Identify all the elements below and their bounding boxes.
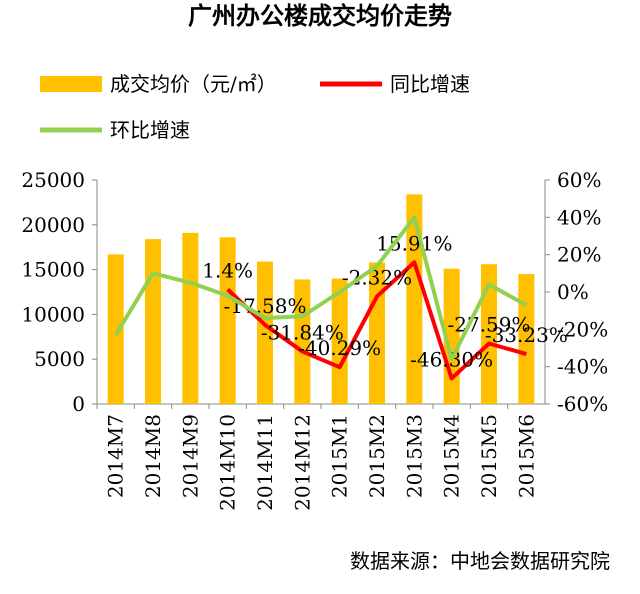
x-tick-label: 2015M2 [365,414,389,498]
bar [257,261,273,404]
y2-tick-label: -20% [557,317,608,341]
data-label: -2.32% [342,265,412,289]
x-tick-label: 2014M8 [141,414,165,498]
bar [294,279,311,404]
legend-label: 同比增速 [390,72,470,96]
y2-tick-label: 40% [557,205,601,229]
y2-tick-label: -60% [557,392,608,416]
data-label: -27.59% [447,313,530,337]
y2-tick-label: -40% [557,355,608,379]
x-tick-label: 2015M6 [514,414,538,498]
line [226,260,527,381]
chart-title: 广州办公楼成交均价走势 [188,1,452,30]
y-tick-label: 5000 [34,347,85,371]
bar [518,274,535,404]
line [113,215,528,362]
bar [219,237,236,404]
legend-label: 环比增速 [110,118,190,142]
bar [369,262,385,404]
y-tick-label: 25000 [21,168,85,192]
x-tick-label: 2015M5 [477,414,501,498]
data-label: -33.23% [485,323,568,347]
legend-label: 成交均价（元/㎡） [110,72,277,96]
bar [481,264,497,404]
y2-tick-label: 60% [557,168,601,192]
y-tick-label: 0 [72,392,85,416]
y2-tick-label: 0% [557,280,589,304]
bar [145,239,161,404]
y2-tick-label: 20% [557,243,601,267]
bar [182,232,199,404]
y-tick-label: 20000 [21,213,85,237]
legend-swatch [40,76,102,92]
x-tick-label: 2015M3 [402,414,426,498]
bar [406,194,423,404]
data-label: -31.84% [261,320,344,344]
y-tick-label: 15000 [21,258,85,282]
bar [331,278,348,404]
bar [107,254,124,404]
x-tick-label: 2014M7 [104,414,128,498]
x-tick-label: 2014M9 [178,414,202,498]
data-label: -40.29% [298,336,381,360]
x-tick-label: 2015M4 [440,414,464,498]
y-tick-label: 10000 [21,302,85,326]
x-tick-label: 2014M11 [253,414,277,511]
data-label: -17.58% [223,294,306,318]
x-tick-label: 2014M12 [290,414,314,511]
data-label: 1.4% [202,258,253,282]
source: 数据来源：中地会数据研究院 [350,549,610,573]
x-tick-label: 2015M1 [328,414,352,498]
x-tick-label: 2014M10 [216,414,240,511]
